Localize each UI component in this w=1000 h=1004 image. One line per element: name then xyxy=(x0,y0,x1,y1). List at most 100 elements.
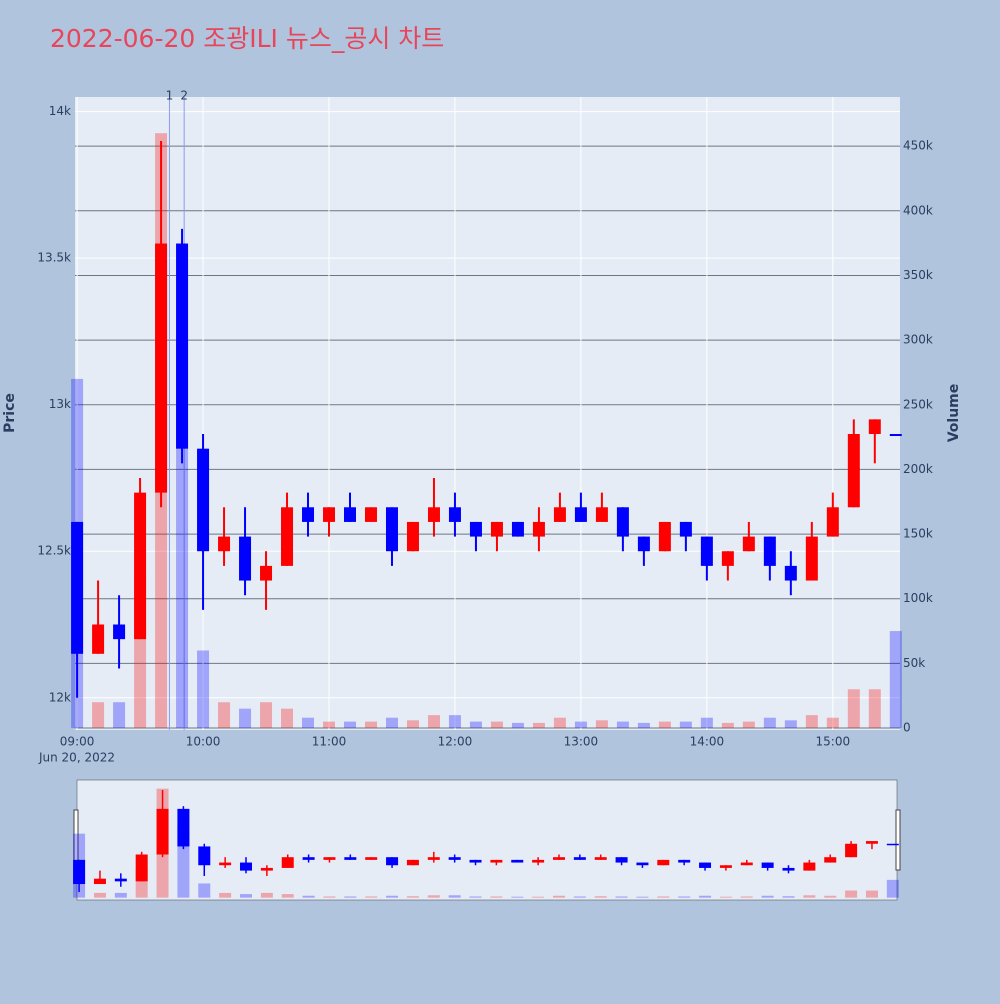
candle-body xyxy=(847,434,860,508)
y2-axis-title: Volume xyxy=(946,384,962,443)
candle-body xyxy=(553,507,566,522)
volume-bar xyxy=(784,720,797,729)
chart-title: 2022-06-20 조광ILI 뉴스_공시 차트 xyxy=(50,24,444,53)
x-tick-label: 14:00 xyxy=(690,735,725,749)
y2-tick-label: 250k xyxy=(903,397,933,411)
mini-volume-bar xyxy=(740,896,753,898)
mini-volume-bar xyxy=(532,896,545,898)
volume-bar xyxy=(616,721,629,729)
mini-candle-body xyxy=(469,859,482,863)
y2-tick-label: 100k xyxy=(903,591,933,605)
volume-bar xyxy=(197,650,210,729)
mini-candle-body xyxy=(260,867,273,871)
volume-bar xyxy=(658,721,671,729)
volume-bar xyxy=(721,722,734,729)
candle-body xyxy=(364,507,377,522)
mini-volume-bar xyxy=(719,896,732,898)
range-slider[interactable] xyxy=(76,779,898,901)
volume-bar xyxy=(302,717,315,729)
mini-candle-body xyxy=(114,878,127,882)
mini-volume-bar xyxy=(761,895,774,898)
mini-candle-body xyxy=(886,843,899,846)
mini-candle-body xyxy=(594,857,607,860)
volume-bar xyxy=(344,721,356,729)
mini-volume-bar xyxy=(240,894,253,898)
candle-body xyxy=(784,565,797,581)
volume-bar xyxy=(406,720,419,729)
volume-bar xyxy=(469,721,482,729)
x-tick-label: 15:00 xyxy=(816,735,851,749)
candle-body xyxy=(385,507,398,552)
mini-volume-bar xyxy=(657,896,670,898)
mini-volume-bar xyxy=(845,890,858,898)
candle-body xyxy=(134,492,147,640)
mini-candle-body xyxy=(281,857,294,868)
candle-body xyxy=(511,521,524,537)
candle-body xyxy=(344,507,356,522)
mini-volume-bar xyxy=(344,896,357,898)
mini-candle-body xyxy=(323,857,336,860)
x-tick-label: 13:00 xyxy=(564,735,599,749)
x-tick-label: 12:00 xyxy=(438,735,473,749)
volume-bar xyxy=(92,702,105,729)
volume-bar xyxy=(847,689,860,729)
y-axis-title: Price xyxy=(2,393,18,433)
y-tick-label: 12k xyxy=(49,690,71,704)
candle-body xyxy=(176,243,189,449)
mini-candle-body xyxy=(156,808,169,855)
x-tick-label: 10:00 xyxy=(186,735,221,749)
volume-bar xyxy=(889,631,902,729)
mini-candle-body xyxy=(365,857,378,860)
mini-candle-body xyxy=(490,859,503,863)
mini-candle-body xyxy=(636,862,649,866)
candle-body xyxy=(406,521,419,552)
mini-candle-body xyxy=(573,857,586,860)
mini-volume-bar xyxy=(114,892,127,898)
candle-body xyxy=(113,624,126,640)
candle-body xyxy=(218,536,231,552)
mini-candle-body xyxy=(427,857,440,860)
volume-bar xyxy=(113,702,126,729)
volume-bar xyxy=(574,721,587,729)
volume-bar xyxy=(595,720,608,729)
candle-body xyxy=(826,507,839,537)
candle-body xyxy=(532,521,545,537)
mini-volume-bar xyxy=(281,894,294,898)
mini-candle-body xyxy=(386,857,399,866)
candle-body xyxy=(574,507,587,522)
volume-bar xyxy=(239,708,252,729)
mini-candle-body xyxy=(719,865,732,868)
mini-candle-body xyxy=(73,859,86,885)
mini-volume-bar xyxy=(803,895,816,898)
x-tick-label: 11:00 xyxy=(312,735,347,749)
mini-candle-body xyxy=(302,857,315,860)
mini-candle-body xyxy=(406,859,419,866)
candle-body xyxy=(637,536,650,552)
candle-body xyxy=(239,536,252,581)
mini-volume-bar xyxy=(552,895,565,898)
candle-body xyxy=(71,521,84,654)
mini-volume-bar xyxy=(302,895,315,898)
volume-bar xyxy=(323,721,336,729)
volume-bar xyxy=(868,689,881,729)
y-tick-label: 13.5k xyxy=(37,251,71,265)
candle-body xyxy=(427,507,440,522)
mini-candle-body xyxy=(219,862,232,866)
y2-tick-label: 200k xyxy=(903,462,933,476)
mini-volume-bar xyxy=(386,895,399,898)
y-tick-label: 14k xyxy=(49,104,71,118)
annotation-label: 2 xyxy=(180,89,188,103)
mini-volume-bar xyxy=(594,896,607,898)
candle-body xyxy=(700,536,713,566)
mini-candle-body xyxy=(615,857,628,863)
y-tick-label: 12.5k xyxy=(37,544,71,558)
volume-bar xyxy=(700,717,713,729)
x-date-label: Jun 20, 2022 xyxy=(38,751,115,765)
y2-tick-label: 400k xyxy=(903,203,933,217)
volume-bar xyxy=(742,721,755,729)
mini-candle-body xyxy=(93,878,106,885)
candle-body xyxy=(889,434,902,437)
slider-handle[interactable] xyxy=(895,809,901,871)
y2-tick-label: 0 xyxy=(903,721,911,735)
